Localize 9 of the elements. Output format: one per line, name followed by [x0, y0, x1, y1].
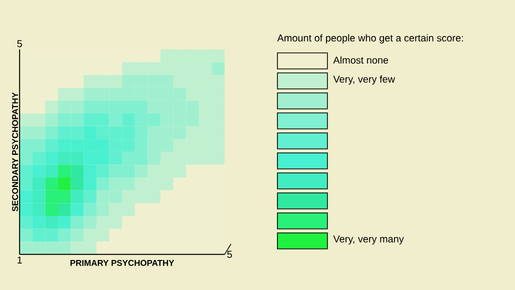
y-axis-title: SECONDARY PSYCHOPATHY	[12, 92, 18, 212]
color-bar-label: Very, very many	[333, 236, 404, 244]
x-axis-title: PRIMARY PSYCHOPATHY	[70, 260, 174, 266]
color-bar-label: Very, very few	[333, 75, 396, 85]
color-bar-title: Amount of people who get a certain score:	[277, 34, 463, 44]
text: 5	[17, 40, 22, 48]
color-bar-label: Almost none	[333, 56, 388, 64]
text: 1	[18, 256, 22, 264]
text: 5	[227, 250, 232, 258]
